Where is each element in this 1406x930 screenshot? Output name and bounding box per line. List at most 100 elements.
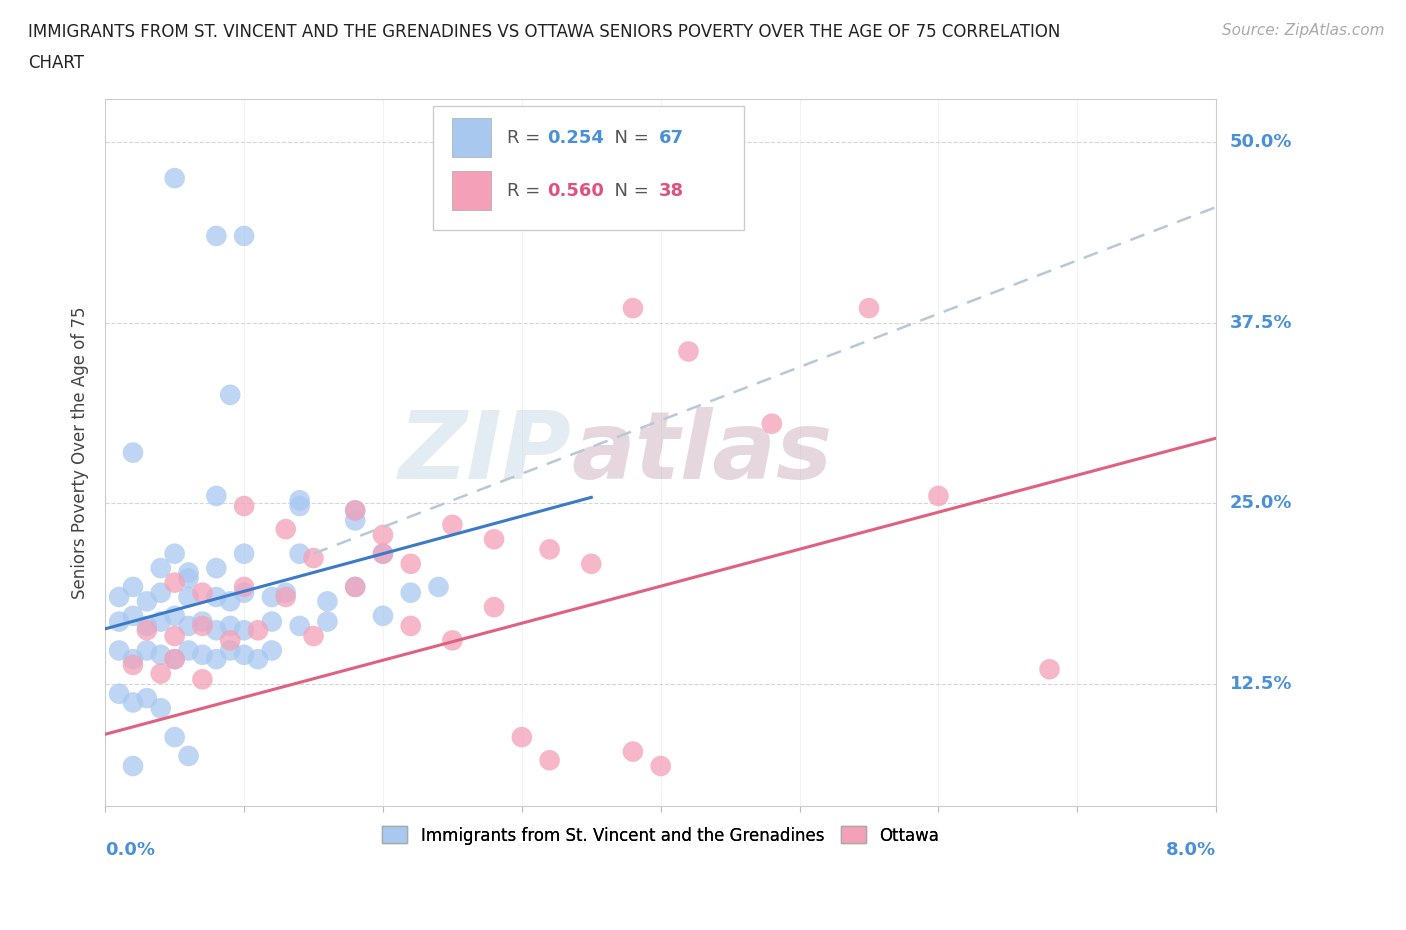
Point — [177, 618, 200, 633]
Point — [399, 618, 422, 633]
Text: 50.0%: 50.0% — [1230, 133, 1292, 151]
Legend: Immigrants from St. Vincent and the Grenadines, Ottawa: Immigrants from St. Vincent and the Gren… — [375, 819, 946, 851]
Point — [233, 579, 256, 594]
Point — [163, 608, 186, 623]
Point — [163, 730, 186, 745]
Point — [122, 608, 145, 623]
Point — [344, 579, 367, 594]
Point — [149, 561, 172, 576]
Point — [108, 590, 131, 604]
Point — [274, 522, 297, 537]
Point — [274, 585, 297, 600]
Point — [510, 730, 533, 745]
Point — [288, 493, 311, 508]
Point — [441, 633, 464, 648]
Point — [205, 561, 228, 576]
Point — [219, 388, 242, 403]
Point — [621, 300, 644, 315]
Point — [288, 498, 311, 513]
Point — [149, 647, 172, 662]
Point — [761, 417, 783, 432]
Point — [482, 600, 505, 615]
Point — [135, 594, 157, 609]
Point — [260, 590, 283, 604]
Point — [344, 513, 367, 528]
Point — [427, 579, 450, 594]
Point — [135, 643, 157, 658]
Point — [191, 618, 214, 633]
Point — [163, 652, 186, 667]
Point — [122, 652, 145, 667]
Point — [260, 643, 283, 658]
Point — [177, 590, 200, 604]
Text: 37.5%: 37.5% — [1230, 313, 1292, 332]
Point — [205, 590, 228, 604]
Text: 67: 67 — [658, 128, 683, 147]
Text: CHART: CHART — [28, 54, 84, 72]
Point — [482, 532, 505, 547]
Text: 0.560: 0.560 — [547, 181, 605, 200]
Point — [371, 608, 394, 623]
Text: 38: 38 — [658, 181, 683, 200]
Point — [135, 618, 157, 633]
Point — [274, 590, 297, 604]
Text: N =: N = — [603, 181, 654, 200]
Text: 0.0%: 0.0% — [105, 842, 155, 859]
Point — [108, 643, 131, 658]
Point — [288, 546, 311, 561]
Point — [191, 647, 214, 662]
Point — [177, 749, 200, 764]
Point — [177, 571, 200, 586]
FancyBboxPatch shape — [433, 106, 744, 230]
Text: R =: R = — [508, 181, 547, 200]
Point — [108, 686, 131, 701]
Point — [344, 503, 367, 518]
Point — [149, 666, 172, 681]
Text: IMMIGRANTS FROM ST. VINCENT AND THE GRENADINES VS OTTAWA SENIORS POVERTY OVER TH: IMMIGRANTS FROM ST. VINCENT AND THE GREN… — [28, 23, 1060, 41]
Text: Source: ZipAtlas.com: Source: ZipAtlas.com — [1222, 23, 1385, 38]
Point — [149, 701, 172, 716]
Point — [219, 594, 242, 609]
Point — [233, 623, 256, 638]
Point — [233, 647, 256, 662]
Point — [163, 546, 186, 561]
Point — [177, 565, 200, 580]
Point — [399, 556, 422, 571]
Point — [163, 575, 186, 590]
Point — [302, 629, 325, 644]
Point — [371, 546, 394, 561]
Point — [163, 652, 186, 667]
Point — [441, 517, 464, 532]
Point — [538, 542, 561, 557]
Point — [371, 546, 394, 561]
Point — [538, 752, 561, 767]
Point — [122, 579, 145, 594]
Point — [177, 643, 200, 658]
Point — [399, 585, 422, 600]
Point — [621, 744, 644, 759]
Text: 0.254: 0.254 — [547, 128, 605, 147]
Point — [219, 618, 242, 633]
Point — [678, 344, 700, 359]
Point — [246, 623, 269, 638]
Point — [191, 672, 214, 687]
Point — [233, 229, 256, 244]
Point — [233, 585, 256, 600]
Point — [163, 629, 186, 644]
Text: R =: R = — [508, 128, 547, 147]
Point — [219, 643, 242, 658]
Point — [205, 623, 228, 638]
Y-axis label: Seniors Poverty Over the Age of 75: Seniors Poverty Over the Age of 75 — [72, 306, 89, 599]
Text: ZIP: ZIP — [399, 406, 572, 498]
Point — [1038, 662, 1060, 677]
Point — [122, 759, 145, 774]
Text: 25.0%: 25.0% — [1230, 494, 1292, 512]
Point — [122, 695, 145, 710]
Point — [149, 585, 172, 600]
Point — [122, 658, 145, 672]
Point — [316, 594, 339, 609]
Point — [246, 652, 269, 667]
Point — [302, 551, 325, 565]
Point — [233, 498, 256, 513]
FancyBboxPatch shape — [451, 118, 491, 157]
